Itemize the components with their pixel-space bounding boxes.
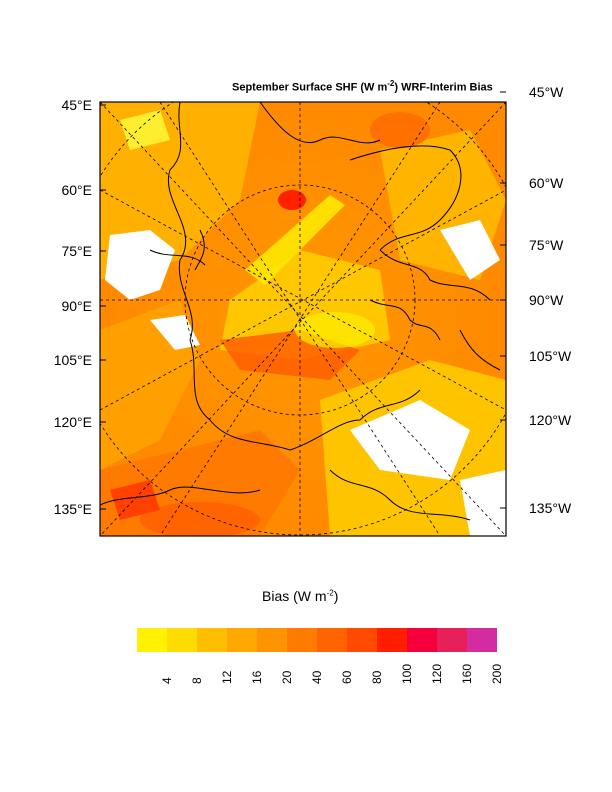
colorbar-swatch: [467, 628, 497, 652]
colorbar-tick-label: 200: [490, 663, 504, 684]
colorbar-swatch: [137, 628, 167, 652]
colorbar-tick-label: 16: [250, 670, 264, 684]
colorbar-swatch: [257, 628, 287, 652]
lon-label-right: 120°W: [529, 412, 572, 428]
colorbar-swatch: [437, 628, 467, 652]
axis-ticks: [100, 91, 506, 510]
colorbar-tick-label: 60: [340, 670, 354, 684]
lat-label-left: 120°E: [53, 414, 92, 430]
lon-label-right: 135°W: [529, 500, 572, 516]
colorbar-tick-label: 8: [190, 677, 204, 684]
lat-label-left: 60°E: [61, 182, 92, 198]
colorbar-swatch: [347, 628, 377, 652]
colorbar-swatch: [287, 628, 317, 652]
colorbar-swatch: [227, 628, 257, 652]
lon-label-right: 45°W: [529, 84, 564, 100]
lon-label-right: 90°W: [529, 292, 564, 308]
lat-label-left: 105°E: [53, 352, 92, 368]
colorbar-swatch: [167, 628, 197, 652]
lon-label-right: 105°W: [529, 348, 572, 364]
colorbar-title: Bias (W m-2): [262, 588, 339, 604]
lat-label-left: 75°E: [61, 243, 92, 259]
colorbar-tick-label: 100: [400, 663, 414, 684]
lon-label-right: 75°W: [529, 237, 564, 253]
colorbar-swatch: [377, 628, 407, 652]
colorbar-tick-label: 12: [220, 670, 234, 684]
lat-label-left: 135°E: [53, 501, 92, 517]
colorbar: [137, 628, 497, 652]
map-title: September Surface SHF (W m-2) WRF-Interi…: [232, 79, 493, 94]
map-field: [100, 102, 506, 536]
colorbar-tick-label: 4: [160, 677, 174, 684]
colorbar-tick-label: 160: [460, 663, 474, 684]
colorbar-tick-label: 120: [430, 663, 444, 684]
colorbar-swatch: [407, 628, 437, 652]
colorbar-tick-label: 20: [280, 670, 294, 684]
colorbar-tick-label: 80: [370, 670, 384, 684]
lat-label-left: 45°E: [61, 97, 92, 113]
lon-label-right: 60°W: [529, 175, 564, 191]
colorbar-tick-label: 40: [310, 670, 324, 684]
lat-label-left: 90°E: [61, 298, 92, 314]
map-frame: [99, 101, 507, 537]
colorbar-swatch: [317, 628, 347, 652]
colorbar-swatch: [197, 628, 227, 652]
graticule: [100, 102, 506, 536]
